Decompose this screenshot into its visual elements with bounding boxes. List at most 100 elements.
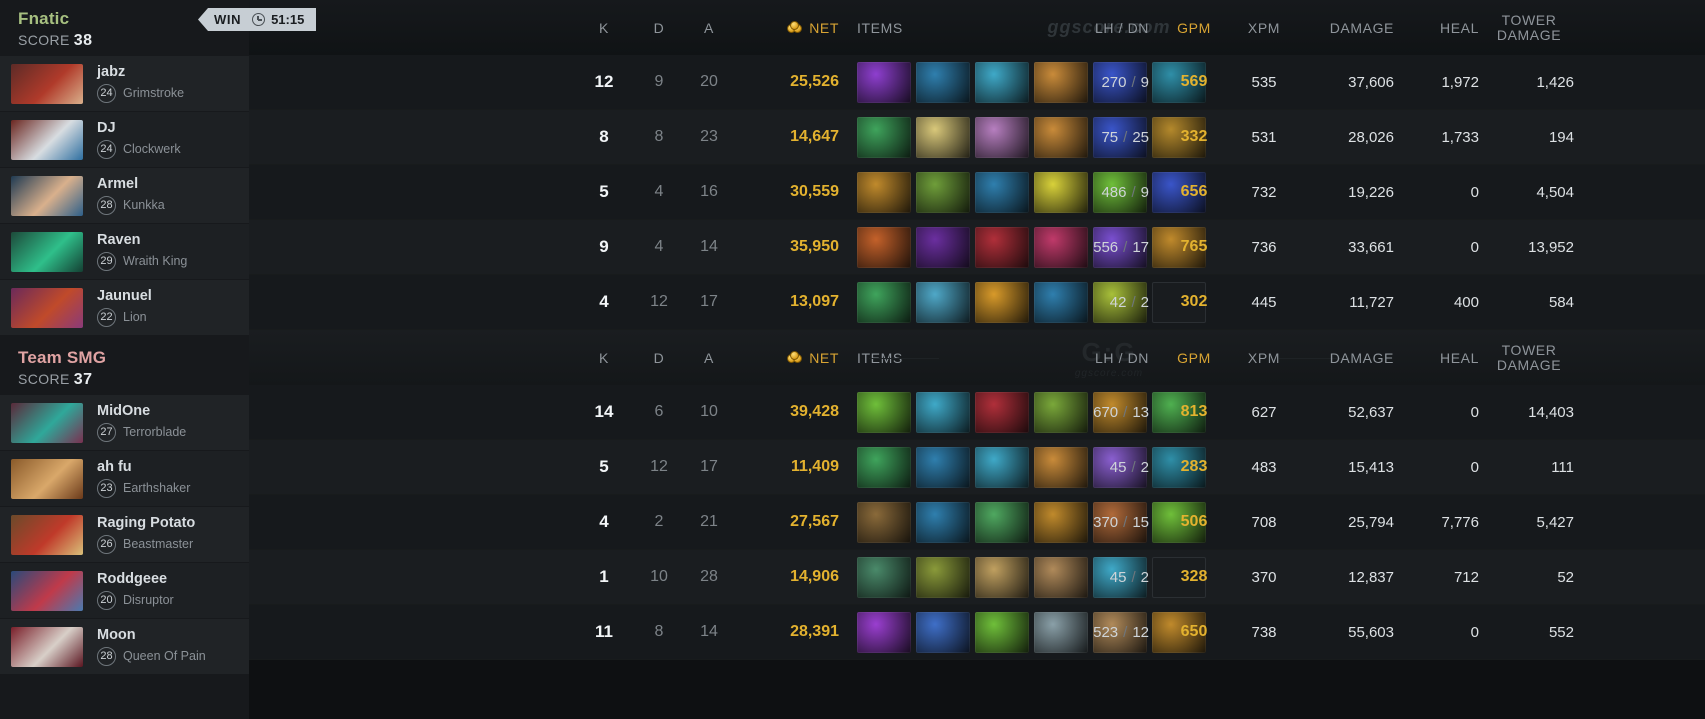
- item-slot[interactable]: [975, 391, 1029, 433]
- item-slot[interactable]: [1152, 446, 1206, 488]
- item-slot[interactable]: [1034, 391, 1088, 433]
- hero-portrait: [11, 402, 83, 443]
- item-slot[interactable]: [975, 171, 1029, 213]
- item-slot[interactable]: [857, 446, 911, 488]
- table-row[interactable]: 5 12 17 11,409 45/2 283 483 15,413 0 111: [249, 440, 1705, 495]
- stat-last-hits: 670: [1093, 403, 1119, 421]
- player-row[interactable]: Moon 28 Queen Of Pain: [0, 619, 249, 674]
- table-row[interactable]: 11 8 14 28,391 523/12 650 738 55,603 0 552: [249, 605, 1705, 660]
- item-slot[interactable]: [1093, 281, 1147, 323]
- item-slot[interactable]: [975, 501, 1029, 543]
- table-row[interactable]: 1 10 28 14,906 45/2 328 370 12,837 712 52: [249, 550, 1705, 605]
- item-slot[interactable]: [1034, 556, 1088, 598]
- item-slot[interactable]: [916, 501, 970, 543]
- cell-kills: 8: [574, 110, 634, 164]
- item-slot[interactable]: [1034, 501, 1088, 543]
- player-row[interactable]: DJ 24 Clockwerk: [0, 112, 249, 167]
- item-slot-empty[interactable]: [1152, 556, 1206, 598]
- item-slot[interactable]: [1093, 391, 1147, 433]
- item-slot[interactable]: [1093, 171, 1147, 213]
- item-slot[interactable]: [857, 116, 911, 158]
- item-slot[interactable]: [1093, 226, 1147, 268]
- player-row[interactable]: MidOne 27 Terrorblade: [0, 395, 249, 450]
- item-slot[interactable]: [916, 116, 970, 158]
- item-slot[interactable]: [1093, 501, 1147, 543]
- stat-assists: 14: [700, 623, 718, 640]
- col-tower-l1: TOWER: [1501, 11, 1557, 28]
- col-xpm: XPM: [1247, 19, 1281, 36]
- stat-heal: 1,733: [1441, 128, 1479, 146]
- hero-name: Terrorblade: [123, 425, 187, 440]
- cell-lh-dn: 45/2: [1109, 568, 1149, 586]
- col-net: NET: [809, 19, 839, 36]
- player-row[interactable]: jabz 24 Grimstroke: [0, 56, 249, 111]
- item-slot[interactable]: [857, 171, 911, 213]
- table-row[interactable]: 9 4 14 35,950 556/17 765 736 33,661 0 13,952: [249, 220, 1705, 275]
- hero-portrait: [11, 175, 83, 216]
- item-slot[interactable]: [916, 61, 970, 103]
- item-slot[interactable]: [1152, 391, 1206, 433]
- stat-deaths: 12: [650, 458, 668, 475]
- item-slot[interactable]: [1034, 116, 1088, 158]
- item-slot[interactable]: [857, 226, 911, 268]
- item-slot[interactable]: [975, 226, 1029, 268]
- table-row[interactable]: 4 2 21 27,567 370/15 506 708 25,794 7,776 5,427: [249, 495, 1705, 550]
- player-row[interactable]: Armel 28 Kunkka: [0, 168, 249, 223]
- item-slot[interactable]: [857, 61, 911, 103]
- table-row[interactable]: 5 4 16 30,559 486/9 656 732 19,226 0 4,504: [249, 165, 1705, 220]
- item-slot[interactable]: [975, 446, 1029, 488]
- item-slot[interactable]: [916, 281, 970, 323]
- cell-lh-dn: 670/13: [1093, 403, 1149, 421]
- col-heal: HEAL: [1440, 19, 1479, 36]
- table-row[interactable]: 12 9 20 25,526 270/9 569 535 37,606 1,972 1,426: [249, 55, 1705, 110]
- item-slot[interactable]: [916, 446, 970, 488]
- item-slot[interactable]: [975, 611, 1029, 653]
- player-row[interactable]: Raven 29 Wraith King: [0, 224, 249, 279]
- item-slot[interactable]: [1152, 116, 1206, 158]
- item-slot[interactable]: [916, 391, 970, 433]
- item-slot[interactable]: [916, 171, 970, 213]
- item-slot[interactable]: [1093, 446, 1147, 488]
- stat-gpm: 506: [1180, 513, 1208, 530]
- player-list-radiant: jabz 24 Grimstroke DJ 24 Clockwerk Armel 28 Kunk…: [0, 56, 249, 336]
- item-slot[interactable]: [1034, 226, 1088, 268]
- item-slot[interactable]: [916, 556, 970, 598]
- item-slot[interactable]: [975, 61, 1029, 103]
- item-slot[interactable]: [1034, 611, 1088, 653]
- stat-kills: 5: [599, 457, 609, 476]
- table-row[interactable]: 8 8 23 14,647 75/25 332 531 28,026 1,733 194: [249, 110, 1705, 165]
- item-slot[interactable]: [1093, 116, 1147, 158]
- item-slot[interactable]: [1093, 61, 1147, 103]
- item-slot[interactable]: [975, 281, 1029, 323]
- player-row[interactable]: ah fu 23 Earthshaker: [0, 451, 249, 506]
- table-row[interactable]: 14 6 10 39,428 670/13 813 627 52,637 0 14,403: [249, 385, 1705, 440]
- item-slot[interactable]: [1152, 61, 1206, 103]
- item-slot-empty[interactable]: [1152, 281, 1206, 323]
- item-slot[interactable]: [1093, 556, 1147, 598]
- item-slot[interactable]: [975, 116, 1029, 158]
- cell-deaths: 9: [634, 55, 684, 109]
- item-slot[interactable]: [1152, 171, 1206, 213]
- player-row[interactable]: Roddgeee 20 Disruptor: [0, 563, 249, 618]
- item-slot[interactable]: [1034, 171, 1088, 213]
- item-slot[interactable]: [857, 281, 911, 323]
- item-slot[interactable]: [857, 391, 911, 433]
- item-slot[interactable]: [916, 226, 970, 268]
- item-slot[interactable]: [1034, 61, 1088, 103]
- item-slot[interactable]: [857, 611, 911, 653]
- item-slot[interactable]: [916, 611, 970, 653]
- player-row[interactable]: Jaunuel 22 Lion: [0, 280, 249, 335]
- item-slot[interactable]: [1093, 611, 1147, 653]
- stat-xpm: 627: [1251, 403, 1277, 421]
- item-slot[interactable]: [975, 556, 1029, 598]
- item-slot[interactable]: [1152, 611, 1206, 653]
- player-row[interactable]: Raging Potato 26 Beastmaster: [0, 507, 249, 562]
- item-slot[interactable]: [1152, 501, 1206, 543]
- item-slot[interactable]: [1034, 281, 1088, 323]
- item-slot[interactable]: [857, 501, 911, 543]
- column-header-heal: HEAL: [1399, 330, 1479, 385]
- item-slot[interactable]: [1034, 446, 1088, 488]
- table-row[interactable]: 4 12 17 13,097 42/2 302 445 11,727 400 584: [249, 275, 1705, 330]
- item-slot[interactable]: [1152, 226, 1206, 268]
- item-slot[interactable]: [857, 556, 911, 598]
